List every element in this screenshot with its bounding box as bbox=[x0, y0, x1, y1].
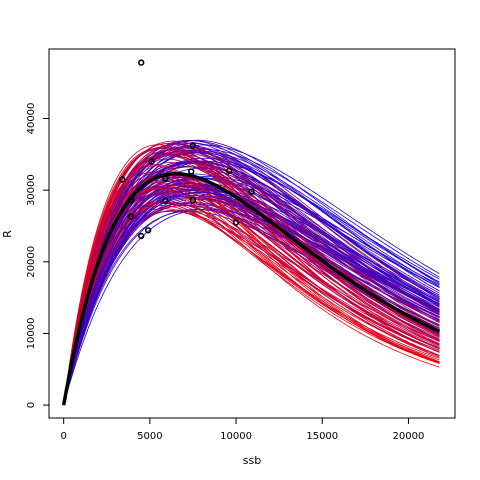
fitted-curve-group bbox=[61, 171, 441, 406]
x-tick-label: 5000 bbox=[137, 431, 162, 442]
data-point bbox=[225, 167, 233, 175]
data-point bbox=[144, 227, 152, 234]
data-point bbox=[162, 197, 169, 205]
bootstrap-curve bbox=[63, 161, 440, 406]
bootstrap-curve bbox=[63, 155, 440, 406]
bootstrap-curve bbox=[63, 175, 440, 406]
bootstrap-curve bbox=[63, 185, 440, 406]
bootstrap-curve bbox=[63, 140, 440, 406]
bootstrap-curve bbox=[63, 202, 440, 406]
bootstrap-curve bbox=[63, 209, 440, 406]
bootstrap-curve bbox=[63, 191, 440, 406]
data-point bbox=[188, 168, 195, 175]
data-point bbox=[189, 142, 197, 149]
data-point bbox=[232, 219, 240, 226]
data-point bbox=[127, 196, 135, 204]
data-point bbox=[138, 232, 145, 240]
y-tick-label: 40000 bbox=[26, 103, 37, 135]
x-axis-label: ssb bbox=[243, 454, 261, 467]
bootstrap-curve bbox=[63, 162, 440, 406]
bootstrap-curve bbox=[63, 188, 440, 406]
bootstrap-curve bbox=[63, 146, 440, 406]
x-tick-label: 0 bbox=[60, 431, 66, 442]
x-tick-label: 20000 bbox=[393, 431, 425, 442]
x-axis: 0 5000 10000 15000 20000 bbox=[60, 417, 425, 442]
y-axis-label: R bbox=[1, 230, 14, 238]
y-tick-label: 10000 bbox=[26, 318, 37, 350]
bootstrap-curve bbox=[63, 195, 440, 406]
y-axis: 0 10000 20000 30000 40000 bbox=[26, 103, 50, 408]
bootstrap-curve bbox=[63, 143, 440, 406]
data-point bbox=[138, 59, 145, 66]
y-tick-label: 0 bbox=[26, 402, 37, 408]
data-point bbox=[119, 176, 126, 183]
observed-points bbox=[119, 59, 255, 240]
bootstrap-curve bbox=[63, 157, 440, 406]
x-tick-label: 15000 bbox=[306, 431, 338, 442]
bootstrap-curve bbox=[63, 146, 440, 406]
bootstrap-curve bbox=[63, 208, 440, 406]
data-point bbox=[248, 188, 255, 195]
data-point bbox=[148, 158, 155, 165]
data-point bbox=[127, 213, 135, 220]
data-point bbox=[162, 175, 169, 182]
bootstrap-curve bbox=[63, 188, 440, 406]
x-tick-label: 10000 bbox=[220, 431, 252, 442]
y-tick-label: 30000 bbox=[26, 174, 37, 206]
data-point bbox=[189, 196, 197, 204]
y-tick-label: 20000 bbox=[26, 246, 37, 278]
bootstrap-curve bbox=[63, 177, 440, 406]
fitted-curve bbox=[61, 171, 441, 406]
